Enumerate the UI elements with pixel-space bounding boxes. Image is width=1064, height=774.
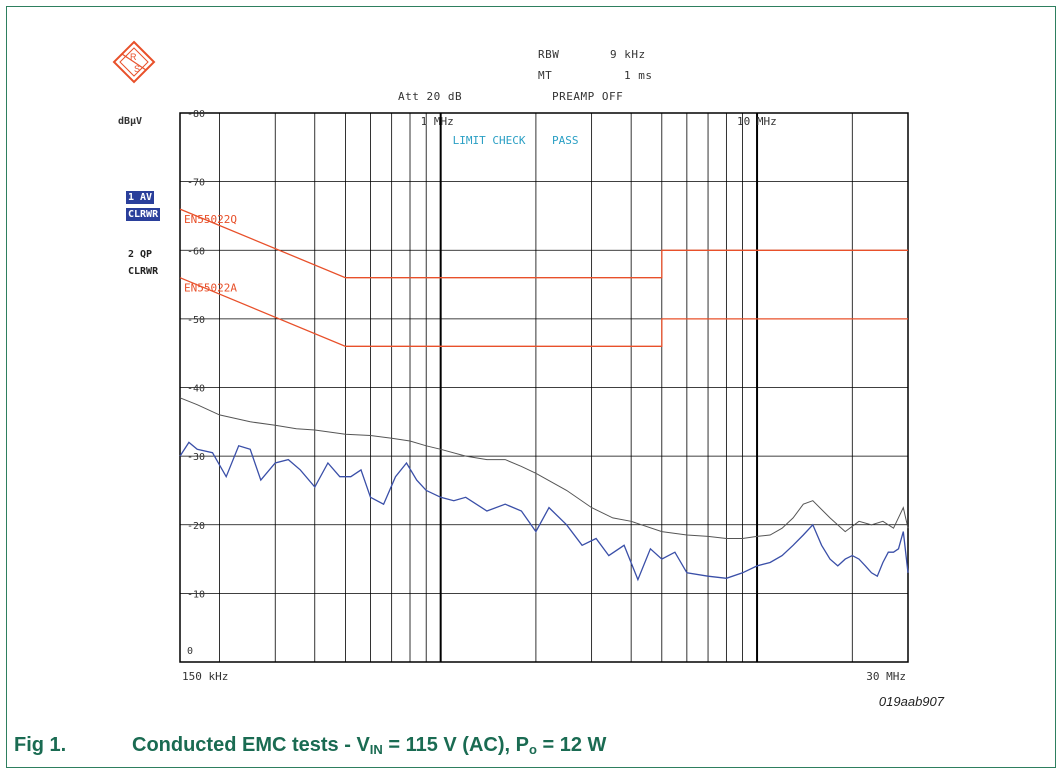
rohde-schwarz-logo-icon: R S (112, 40, 156, 84)
attenuation-readout: Att 20 dB (398, 90, 463, 103)
y-tick-label: -20 (187, 521, 205, 532)
x-tick-label: 10 MHz (737, 115, 777, 128)
y-tick-label: -30 (187, 452, 205, 463)
caption-label: Fig 1. (14, 734, 67, 756)
y-tick-label: -80 (187, 109, 205, 120)
y-tick-label: -10 (187, 589, 205, 600)
preamp-readout: PREAMP OFF (552, 90, 624, 103)
y-axis-unit: dBµV (118, 116, 143, 127)
trace1-number[interactable]: 1 AV (126, 191, 155, 204)
trace-qp-line (179, 397, 909, 539)
caption-sub-o: o (528, 742, 537, 757)
limit-line-label: EN55022Q (184, 213, 237, 226)
limit-line (179, 208, 908, 279)
caption-text-a: Conducted EMC tests - V (132, 734, 370, 756)
y-tick-label: -60 (187, 246, 205, 257)
y-tick-label: -40 (187, 384, 205, 395)
figure-code: 019aab907 (878, 694, 944, 709)
mt-value: 1 ms (624, 69, 653, 82)
svg-text:R: R (130, 52, 137, 62)
rbw-value: 9 kHz (610, 48, 646, 61)
y-tick-label: -50 (187, 315, 205, 326)
trace1-mode[interactable]: CLRWR (126, 208, 161, 221)
x-tick-label: 30 MHz (866, 670, 906, 683)
limit-line (179, 277, 908, 347)
figure-caption: Fig 1. Conducted EMC tests - VIN = 115 V … (14, 734, 606, 757)
y-tick-label: -70 (187, 178, 205, 189)
svg-text:S: S (134, 64, 140, 74)
rbw-label: RBW (538, 48, 560, 61)
caption-sub-in: IN (369, 742, 383, 757)
mt-label: MT (538, 69, 553, 82)
caption-text-b: = 115 V (AC), P (382, 734, 529, 756)
limit-line-label: EN55022A (184, 282, 237, 295)
x-tick-label: 1 MHz (421, 115, 454, 128)
x-tick-label: 150 kHz (182, 670, 228, 683)
limit-check-annotation: LIMIT CHECK PASS (453, 134, 579, 147)
trace2-mode[interactable]: CLRWR (128, 266, 159, 277)
trace-av-line (179, 441, 909, 582)
trace2-number[interactable]: 2 QP (128, 249, 153, 260)
caption-text-c: = 12 W (536, 734, 607, 756)
y-tick-label: 0 (187, 646, 193, 657)
